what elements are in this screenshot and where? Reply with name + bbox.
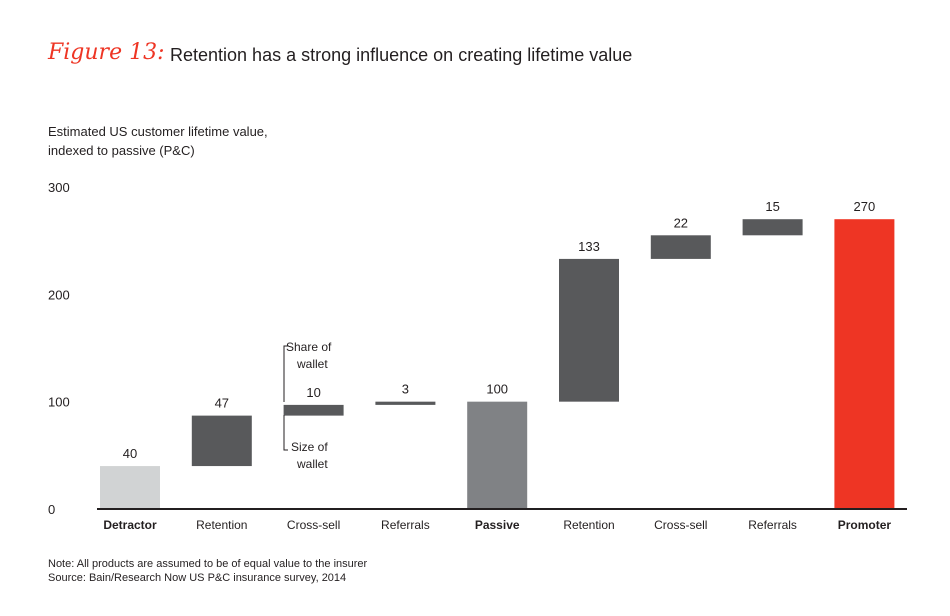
chart-title: Retention has a strong influence on crea… [170,45,633,65]
x-tick-label: Retention [563,518,614,532]
y-tick-label: 200 [48,287,70,302]
annotation-lower: Size of [291,440,328,454]
bar [375,401,436,405]
annotation-lower-2: wallet [296,457,328,471]
y-axis-label: Estimated US customer lifetime value, in… [48,124,268,158]
y-tick-label: 0 [48,502,55,517]
x-tick-label: Passive [475,518,520,532]
x-tick-label: Referrals [748,518,797,532]
annotation-upper: Share of [286,340,332,354]
data-label: 133 [578,239,600,254]
bar [467,401,528,509]
footnotes: Note: All products are assumed to be of … [48,557,367,585]
bar [742,219,803,236]
data-label: 40 [123,446,137,461]
y-tick-label: 300 [48,180,70,195]
annotation-upper-2: wallet [296,357,328,371]
annotation-bracket [283,345,288,451]
data-label: 100 [486,382,508,397]
x-tick-label: Detractor [103,518,157,532]
bar [191,415,252,467]
note: Note: All products are assumed to be of … [48,558,368,570]
bar [283,404,344,416]
figure-label: Figure 13: [48,40,165,65]
data-label: 10 [306,385,320,400]
x-tick-label: Cross-sell [287,518,340,532]
source: Source: Bain/Research Now US P&C insuran… [48,572,347,584]
data-label: 15 [765,199,779,214]
y-tick-label: 100 [48,395,70,410]
bar [100,466,160,509]
data-label: 47 [215,396,229,411]
bar [834,219,895,509]
x-tick-label: Retention [196,518,247,532]
x-tick-label: Promoter [838,518,892,532]
x-tick-label: Cross-sell [654,518,707,532]
data-label: 270 [854,199,876,214]
bar [559,258,619,402]
x-tick-label: Referrals [381,518,430,532]
bar [650,235,711,259]
data-label: 22 [674,215,688,230]
data-label: 3 [402,382,409,397]
